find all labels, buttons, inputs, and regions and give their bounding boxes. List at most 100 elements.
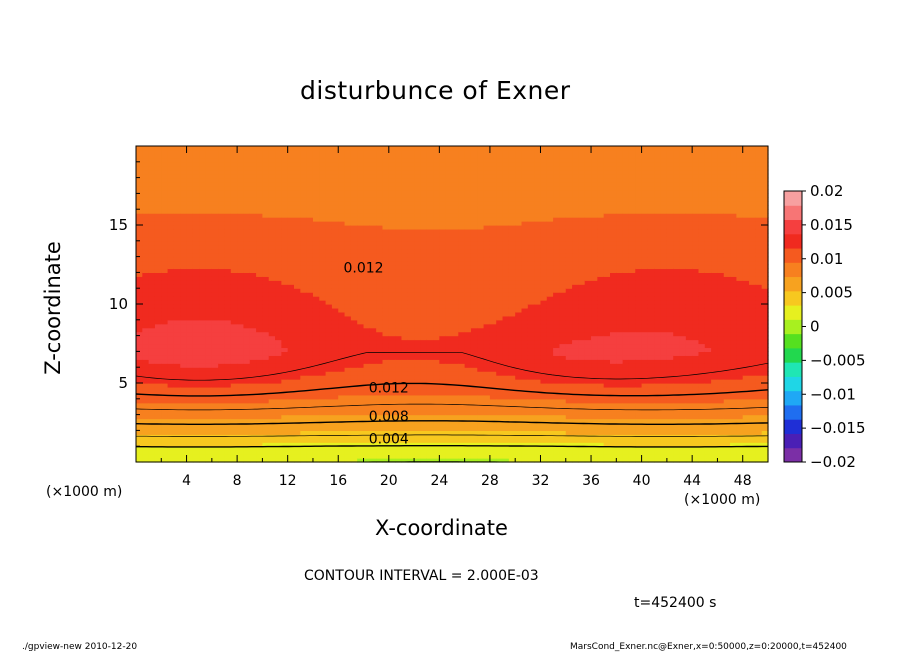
field-cell	[433, 232, 440, 238]
field-cell	[515, 225, 523, 230]
field-cell	[180, 217, 188, 222]
field-cell	[211, 331, 219, 337]
field-cell	[426, 414, 434, 420]
field-cell	[426, 146, 434, 151]
field-cell	[414, 375, 421, 380]
field-cell	[142, 304, 150, 309]
field-cell	[338, 161, 346, 167]
field-cell	[344, 315, 352, 321]
field-cell	[414, 414, 421, 420]
field-cell	[319, 284, 327, 289]
field-cell	[331, 165, 339, 171]
field-cell	[350, 252, 358, 258]
field-cell	[401, 335, 409, 341]
field-cell	[445, 394, 453, 400]
field-cell	[331, 335, 339, 341]
field-cell	[515, 426, 523, 431]
field-cell	[388, 454, 396, 459]
field-cell	[224, 335, 232, 341]
field-cell	[262, 442, 270, 447]
field-cell	[483, 185, 491, 191]
field-cell	[350, 169, 358, 175]
field-cell	[205, 304, 213, 309]
field-cell	[256, 248, 263, 254]
field-cell	[357, 232, 365, 238]
field-cell	[395, 252, 403, 258]
field-cell	[192, 165, 200, 171]
field-cell	[445, 442, 453, 447]
field-cell	[306, 394, 314, 400]
field-cell	[281, 146, 289, 151]
field-cell	[161, 221, 169, 226]
field-cell	[426, 406, 434, 412]
field-cell	[249, 398, 257, 404]
field-cell	[205, 406, 213, 412]
field-cell	[477, 375, 485, 380]
field-cell	[515, 161, 523, 167]
field-cell	[401, 386, 409, 392]
field-cell	[433, 260, 440, 266]
field-cell	[167, 272, 175, 277]
field-cell	[249, 209, 257, 214]
field-cell	[237, 228, 245, 234]
field-cell	[268, 335, 276, 341]
field-cell	[211, 284, 219, 289]
field-cell	[331, 375, 339, 380]
field-cell	[521, 359, 529, 364]
field-cell	[357, 430, 365, 435]
field-cell	[407, 450, 415, 455]
field-cell	[180, 414, 188, 420]
field-cell	[281, 181, 289, 187]
field-cell	[395, 292, 403, 297]
field-cell	[294, 402, 301, 408]
field-cell	[275, 213, 282, 218]
field-cell	[483, 446, 491, 451]
field-cell	[433, 284, 440, 289]
field-cell	[508, 280, 516, 285]
field-cell	[148, 454, 156, 459]
field-cell	[218, 217, 226, 222]
field-cell	[136, 331, 143, 337]
field-cell	[401, 213, 409, 218]
field-cell	[192, 454, 200, 459]
field-cell	[306, 165, 314, 171]
field-cell	[192, 347, 200, 352]
field-cell	[502, 398, 510, 404]
field-cell	[382, 181, 390, 187]
field-cell	[382, 359, 390, 364]
field-cell	[401, 450, 409, 455]
field-cell	[433, 339, 440, 345]
field-cell	[401, 228, 409, 234]
field-cell	[268, 426, 276, 431]
field-cell	[218, 209, 226, 214]
field-cell	[414, 442, 421, 447]
field-cell	[136, 434, 143, 439]
field-cell	[312, 260, 320, 266]
field-cell	[344, 236, 352, 242]
field-cell	[344, 363, 352, 368]
field-cell	[439, 406, 447, 412]
field-cell	[502, 272, 510, 277]
field-cell	[470, 304, 478, 309]
field-cell	[136, 367, 143, 372]
field-cell	[439, 371, 447, 376]
field-cell	[483, 351, 491, 356]
field-cell	[521, 225, 529, 230]
field-cell	[268, 304, 276, 309]
field-cell	[350, 236, 358, 242]
field-cell	[395, 327, 403, 333]
field-cell	[268, 422, 276, 428]
field-cell	[312, 394, 320, 400]
field-cell	[350, 213, 358, 218]
field-cell	[338, 181, 346, 187]
field-cell	[218, 418, 226, 424]
field-cell	[395, 367, 403, 372]
field-cell	[249, 244, 257, 250]
field-cell	[357, 347, 365, 352]
field-cell	[489, 406, 497, 412]
field-cell	[414, 244, 421, 250]
field-cell	[433, 351, 440, 356]
field-cell	[382, 339, 390, 345]
field-cell	[262, 280, 270, 285]
field-cell	[414, 410, 421, 416]
